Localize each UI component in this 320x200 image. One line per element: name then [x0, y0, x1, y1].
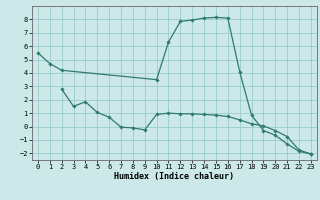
X-axis label: Humidex (Indice chaleur): Humidex (Indice chaleur) — [115, 172, 234, 181]
